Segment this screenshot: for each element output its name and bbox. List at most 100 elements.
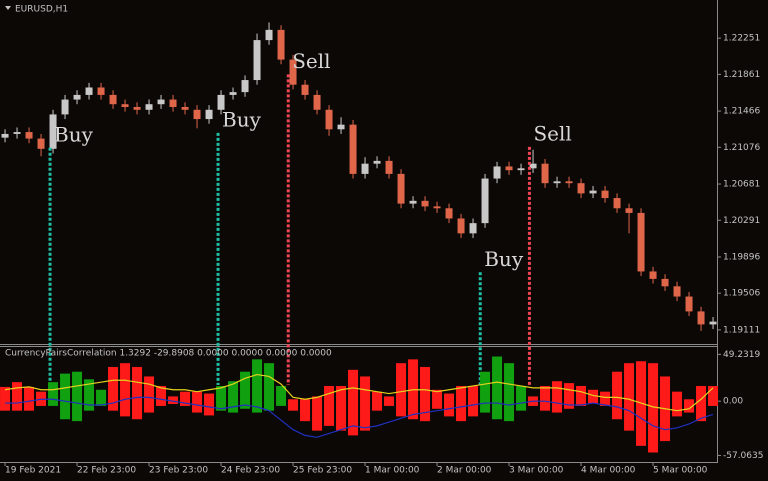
candle-body: [37, 138, 45, 149]
y-tick-label: 1.21076: [723, 143, 760, 153]
candle-body: [241, 80, 249, 93]
candle-body: [589, 190, 597, 194]
x-tick-label: 2 Mar 00:00: [437, 466, 492, 476]
indicator-line: [4, 373, 714, 412]
histogram-bar: [108, 366, 119, 411]
candle-body: [121, 104, 129, 107]
histogram-bar: [216, 385, 227, 411]
histogram-bar: [612, 371, 623, 420]
candle-body: [397, 173, 405, 204]
histogram-bar: [492, 356, 503, 420]
candle-body: [337, 124, 345, 130]
histogram-bar: [552, 381, 563, 413]
candle-body: [517, 168, 525, 171]
histogram-bar: [588, 389, 599, 404]
candle-body: [253, 40, 261, 81]
histogram-bar: [60, 373, 71, 420]
symbol-title: EURUSD,H1: [15, 5, 68, 15]
histogram-bar: [132, 366, 143, 420]
candle-body: [13, 132, 21, 134]
histogram-bar: [96, 389, 107, 406]
candle-body: [409, 200, 417, 204]
candle-body: [325, 109, 333, 130]
histogram-bar: [192, 391, 203, 413]
candle-body: [193, 109, 201, 120]
histogram-bar: [24, 386, 35, 411]
candle-body: [289, 59, 297, 85]
histogram-bar: [252, 359, 263, 413]
candle-body: [277, 29, 285, 60]
signal-label: Buy: [484, 247, 524, 271]
histogram-bar: [276, 385, 287, 406]
histogram-bar: [684, 399, 695, 413]
histogram-bar: [144, 376, 155, 413]
candle-body: [25, 132, 33, 139]
signal-label: Buy: [54, 122, 94, 146]
candle-body: [373, 160, 381, 164]
candle-body: [637, 212, 645, 272]
candle-body: [349, 124, 357, 174]
histogram-bar: [180, 391, 191, 406]
x-tick-label: 1 Mar 00:00: [365, 466, 420, 476]
histogram-bar: [240, 371, 251, 409]
candle-body: [169, 99, 177, 107]
candle-body: [109, 94, 117, 105]
candle-body: [673, 286, 681, 297]
candle-body: [529, 163, 537, 169]
histogram-bar: [600, 391, 611, 406]
candle-body: [697, 311, 705, 325]
histogram-bar: [120, 363, 131, 417]
histogram-bar: [204, 393, 215, 416]
indicator-line: [5, 396, 714, 438]
y-tick-label: 1.21861: [723, 70, 760, 80]
histogram-bar: [72, 371, 83, 422]
candle-body: [217, 94, 225, 110]
histogram-bar: [312, 396, 323, 431]
y-tick-label: 1.19506: [723, 289, 760, 299]
histogram-bar: [516, 385, 527, 411]
candle-body: [301, 84, 309, 95]
histogram-bar: [156, 385, 167, 406]
candle-body: [445, 208, 453, 219]
histogram-bar: [708, 385, 719, 406]
histogram-bar: [672, 391, 683, 417]
candle-body: [709, 321, 717, 325]
indicator-title: CurrencyPairsCorrelation 1.3292 -29.8908…: [5, 349, 332, 359]
histogram-bar: [432, 389, 443, 409]
candle-body: [181, 106, 189, 110]
candle-body: [133, 106, 141, 110]
histogram-bar: [84, 379, 95, 411]
menu-triangle: [5, 6, 11, 10]
y-tick-label: 1.20681: [723, 180, 760, 190]
histogram-bar: [324, 385, 335, 426]
signal-label: Sell: [533, 121, 571, 145]
histogram-bar: [504, 363, 515, 422]
candle-body: [625, 208, 633, 213]
candle-body: [649, 271, 657, 279]
candle-body: [61, 99, 69, 115]
candle-body: [157, 99, 165, 105]
candle-body: [433, 206, 441, 209]
histogram-bar: [624, 363, 635, 431]
histogram-bar: [576, 385, 587, 406]
histogram-bar: [336, 385, 347, 431]
histogram-bar: [0, 386, 11, 411]
candle-body: [661, 278, 669, 287]
histogram-bar: [228, 381, 239, 413]
histogram-bar: [288, 399, 299, 411]
x-tick-label: 5 Mar 00:00: [653, 466, 708, 476]
candle-body: [601, 190, 609, 199]
histogram-bar: [444, 393, 455, 417]
candle-body: [685, 296, 693, 312]
candle-body: [313, 94, 321, 110]
y-tick-label: -57.0635: [723, 451, 763, 461]
candle-body: [85, 87, 93, 95]
histogram-bar: [480, 371, 491, 413]
histogram-bar: [420, 366, 431, 422]
candle-body: [553, 181, 561, 184]
candle-body: [49, 114, 57, 149]
x-tick-label: 19 Feb 2021: [5, 466, 61, 476]
y-tick-label: 1.19111: [723, 325, 760, 335]
histogram-bar: [384, 396, 395, 406]
